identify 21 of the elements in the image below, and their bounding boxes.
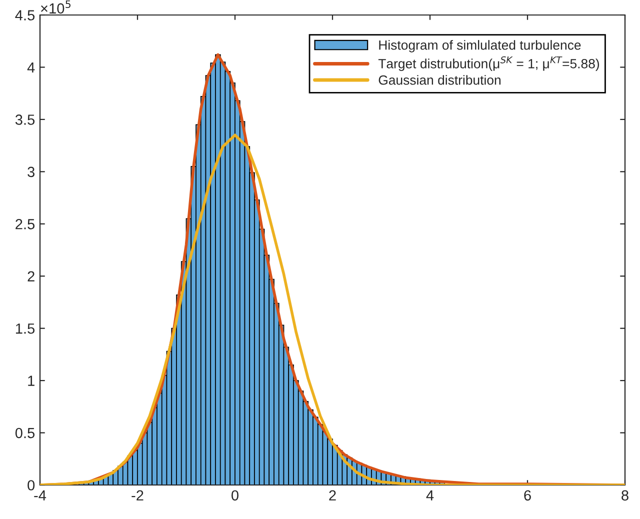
x-tick-label: 2 <box>329 490 336 500</box>
y-tick-label: 3.5 <box>15 114 35 125</box>
y-tick-label: 4 <box>27 62 35 73</box>
x-tick-label: -4 <box>34 490 46 500</box>
y-tick-label: 1 <box>28 376 34 386</box>
y-tick-label: 2.5 <box>16 218 35 230</box>
y-tick-label: 2 <box>28 271 34 282</box>
y-tick-label: 1.5 <box>16 324 35 334</box>
y-tick-label: 0.5 <box>15 428 35 438</box>
x-tick-label: 4 <box>426 490 434 500</box>
x-tick-label: 8 <box>622 490 628 501</box>
x-tick-label: -2 <box>132 490 144 500</box>
legend-label: Histogram of simlulated turbulence <box>379 40 581 52</box>
y-tick-label: 4.5 <box>15 10 35 20</box>
legend-label: Gaussian distribution <box>378 75 500 85</box>
x-tick-label: 0 <box>232 490 238 501</box>
y-tick-label: 3 <box>28 166 34 178</box>
text: ×10$^{5}$ <box>41 0 70 14</box>
x-tick-label: 6 <box>524 490 531 501</box>
y-tick-label: 0 <box>28 480 35 490</box>
legend-label: Target distrubution(μ$^{SK}$ = 1; μ$^{KT}$=5.88) <box>378 56 600 71</box>
